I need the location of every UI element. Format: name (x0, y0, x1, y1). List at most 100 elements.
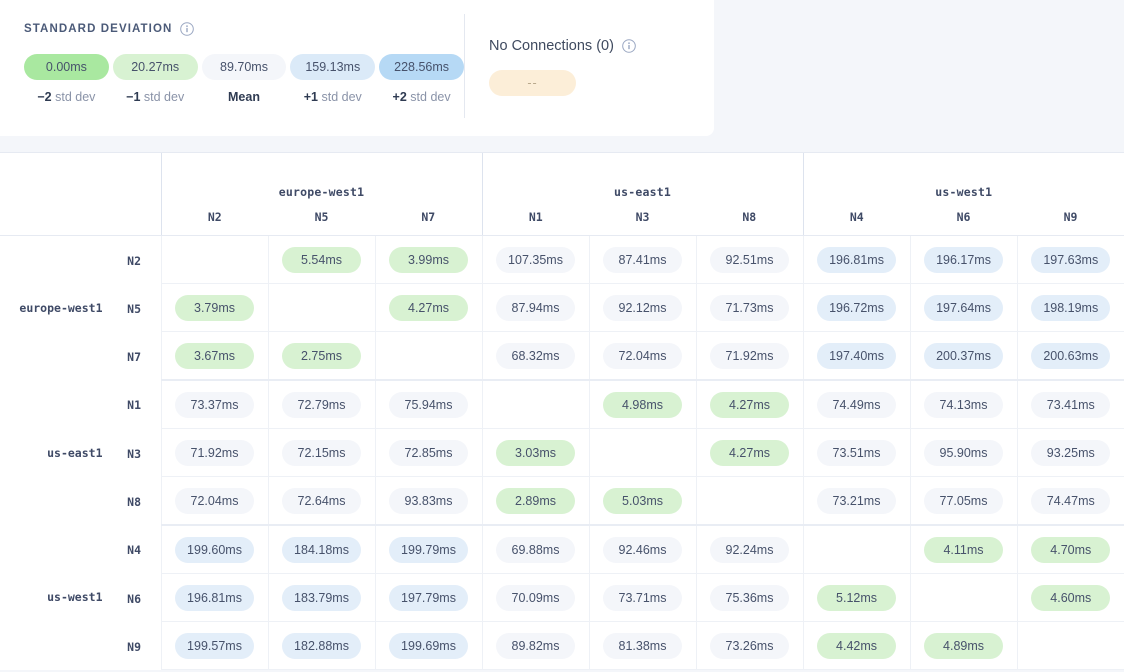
info-icon[interactable] (180, 22, 195, 36)
latency-pill: 73.21ms (817, 487, 897, 514)
latency-pill: 196.81ms (175, 584, 254, 611)
matrix-cell[interactable]: 95.90ms (909, 428, 1018, 477)
matrix-cell[interactable]: 74.49ms (802, 380, 911, 429)
matrix-cell[interactable]: 72.04ms (160, 476, 268, 526)
matrix-cell[interactable] (481, 380, 589, 429)
matrix-cell[interactable]: 3.99ms (374, 235, 482, 284)
matrix-cell[interactable]: 198.19ms (1016, 283, 1124, 332)
matrix-cell[interactable]: 2.75ms (267, 331, 375, 381)
matrix-cell[interactable] (588, 428, 696, 477)
matrix-cell[interactable]: 73.51ms (802, 428, 911, 477)
matrix-cell[interactable]: 196.81ms (160, 573, 268, 622)
matrix-cell[interactable] (160, 235, 268, 284)
matrix-cell[interactable]: 199.79ms (374, 525, 482, 574)
latency-pill: 75.94ms (389, 391, 468, 418)
matrix-cell[interactable]: 4.27ms (695, 380, 804, 429)
matrix-cell[interactable]: 182.88ms (267, 621, 375, 670)
matrix-cell[interactable]: 200.37ms (909, 331, 1018, 381)
matrix-cell[interactable]: 93.83ms (374, 476, 482, 526)
matrix-cell[interactable]: 107.35ms (481, 235, 589, 284)
matrix-cell[interactable]: 72.79ms (267, 380, 375, 429)
matrix-cell[interactable]: 69.88ms (481, 525, 589, 574)
matrix-cell[interactable]: 89.82ms (481, 621, 589, 670)
matrix-cell[interactable]: 92.24ms (695, 525, 804, 574)
matrix-cell[interactable]: 71.92ms (160, 428, 268, 477)
matrix-cell[interactable]: 200.63ms (1016, 331, 1124, 381)
matrix-cell[interactable]: 184.18ms (267, 525, 375, 574)
matrix-cell[interactable]: 68.32ms (481, 331, 589, 381)
matrix-cell[interactable] (1016, 621, 1124, 670)
matrix-cell[interactable]: 197.79ms (374, 573, 482, 622)
matrix-cell[interactable]: 4.11ms (909, 525, 1018, 574)
matrix-cell[interactable]: 199.60ms (160, 525, 268, 574)
matrix-cell[interactable]: 4.60ms (1016, 573, 1124, 622)
matrix-cell[interactable]: 4.70ms (1016, 525, 1124, 574)
matrix-cell[interactable]: 72.64ms (267, 476, 375, 526)
matrix-cell[interactable] (802, 525, 911, 574)
matrix-cell[interactable]: 197.64ms (909, 283, 1018, 332)
matrix-cell[interactable] (374, 331, 482, 381)
matrix-cell[interactable]: 81.38ms (588, 621, 696, 670)
matrix-cell[interactable] (695, 476, 804, 526)
latency-pill: 74.49ms (817, 391, 897, 418)
matrix-cell[interactable]: 71.92ms (695, 331, 804, 381)
matrix-cell[interactable]: 199.69ms (374, 621, 482, 670)
matrix-cell[interactable]: 183.79ms (267, 573, 375, 622)
matrix-cell[interactable]: 3.67ms (160, 331, 268, 381)
matrix-cell[interactable]: 197.63ms (1016, 235, 1124, 284)
matrix-cell[interactable]: 5.12ms (802, 573, 911, 622)
matrix-cell[interactable]: 71.73ms (695, 283, 804, 332)
column-header-N5: N5 (268, 199, 375, 236)
matrix-cell[interactable]: 3.79ms (160, 283, 268, 332)
matrix-cell[interactable]: 5.03ms (588, 476, 696, 526)
matrix-cell[interactable]: 3.03ms (481, 428, 589, 477)
matrix-cell[interactable]: 92.51ms (695, 235, 804, 284)
matrix-cell[interactable]: 73.21ms (802, 476, 911, 526)
matrix-cell[interactable]: 75.36ms (695, 573, 804, 622)
matrix-cell[interactable]: 73.26ms (695, 621, 804, 670)
matrix-cell[interactable]: 70.09ms (481, 573, 589, 622)
matrix-cell[interactable]: 73.41ms (1016, 380, 1124, 429)
latency-pill: 69.88ms (496, 536, 575, 563)
matrix-cell[interactable]: 92.12ms (588, 283, 696, 332)
matrix-header-region-row: europe-west1 us-east1 us-west1 (0, 153, 1124, 236)
matrix-cell[interactable]: 73.37ms (160, 380, 268, 429)
matrix-cell[interactable]: 93.25ms (1016, 428, 1124, 477)
info-icon[interactable] (622, 39, 636, 53)
matrix-cell[interactable]: 92.46ms (588, 525, 696, 574)
matrix-cell[interactable]: 196.17ms (909, 235, 1018, 284)
std-dev-label-row: −2 std dev −1 std dev Mean +1 std dev +2 std… (24, 90, 464, 104)
matrix-cell[interactable]: 4.27ms (695, 428, 804, 477)
matrix-cell[interactable]: 196.81ms (802, 235, 911, 284)
matrix-cell[interactable]: 4.89ms (909, 621, 1018, 670)
matrix-cell[interactable]: 72.85ms (374, 428, 482, 477)
matrix-cell[interactable]: 75.94ms (374, 380, 482, 429)
latency-pill: 72.04ms (603, 342, 682, 369)
matrix-cell[interactable]: 197.40ms (802, 331, 911, 381)
matrix-cell[interactable]: 87.41ms (588, 235, 696, 284)
matrix-cell[interactable]: 199.57ms (160, 621, 268, 670)
matrix-cell[interactable]: 73.71ms (588, 573, 696, 622)
table-row: 3.67ms 2.75ms 68.32ms 72.04ms 71.92ms 197.40m… (0, 331, 1124, 381)
matrix-cell[interactable]: 72.15ms (267, 428, 375, 477)
latency-pill: 2.89ms (496, 487, 575, 514)
matrix-cell[interactable]: 77.05ms (909, 476, 1018, 526)
latency-pill: 183.79ms (282, 584, 361, 611)
latency-pill: 196.81ms (817, 246, 897, 273)
matrix-cell[interactable]: 72.04ms (588, 331, 696, 381)
matrix-cell[interactable] (909, 573, 1018, 622)
latency-pill: 196.72ms (817, 294, 897, 321)
matrix-cell[interactable]: 74.47ms (1016, 476, 1124, 526)
matrix-cell[interactable]: 4.27ms (374, 283, 482, 332)
matrix-cell[interactable]: 5.54ms (267, 235, 375, 284)
latency-pill: 198.19ms (1031, 294, 1111, 321)
matrix-cell[interactable]: 196.72ms (802, 283, 911, 332)
column-header-N9: N9 (1017, 199, 1124, 236)
matrix-cell[interactable]: 2.89ms (481, 476, 589, 526)
matrix-cell[interactable]: 4.42ms (802, 621, 911, 670)
matrix-cell[interactable]: 87.94ms (481, 283, 589, 332)
latency-pill: 197.40ms (817, 342, 897, 369)
matrix-cell[interactable] (267, 283, 375, 332)
matrix-cell[interactable]: 74.13ms (909, 380, 1018, 429)
matrix-cell[interactable]: 4.98ms (588, 380, 696, 429)
